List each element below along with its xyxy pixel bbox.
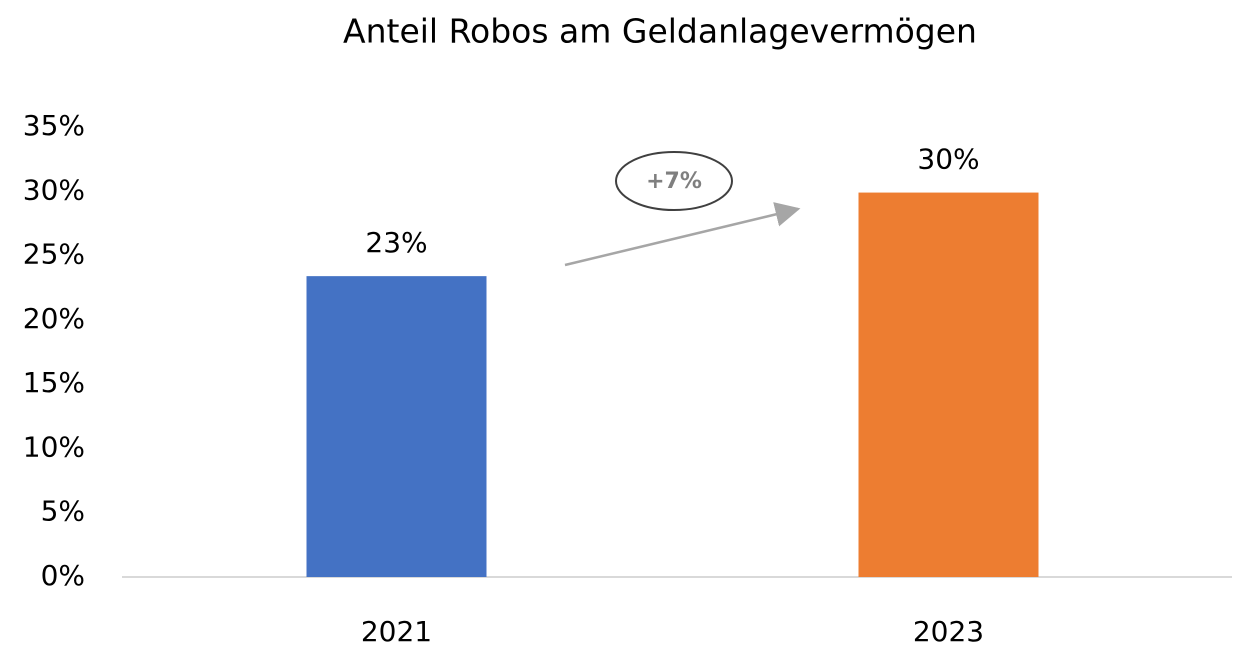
- y-tick-label: 35%: [23, 109, 85, 142]
- bar: [858, 192, 1039, 578]
- annotation-ellipse: [615, 151, 733, 211]
- bar: [306, 276, 487, 577]
- chart-title: Anteil Robos am Geldanlagevermögen: [343, 12, 977, 51]
- y-tick-label: 20%: [23, 302, 85, 335]
- y-tick-label: 5%: [41, 495, 85, 528]
- x-tick-label: 2023: [913, 615, 984, 646]
- y-tick-label: 10%: [23, 430, 85, 463]
- data-label: 30%: [917, 143, 979, 176]
- y-tick-label: 25%: [23, 238, 85, 271]
- arrow: [564, 202, 801, 267]
- x-tick-label: 2021: [361, 615, 432, 646]
- annotation: +7%: [646, 169, 702, 194]
- data-label: 23%: [365, 226, 427, 259]
- y-tick-label: 30%: [23, 173, 85, 206]
- y-tick-label: 0%: [41, 559, 85, 592]
- y-tick-label: 15%: [23, 366, 85, 399]
